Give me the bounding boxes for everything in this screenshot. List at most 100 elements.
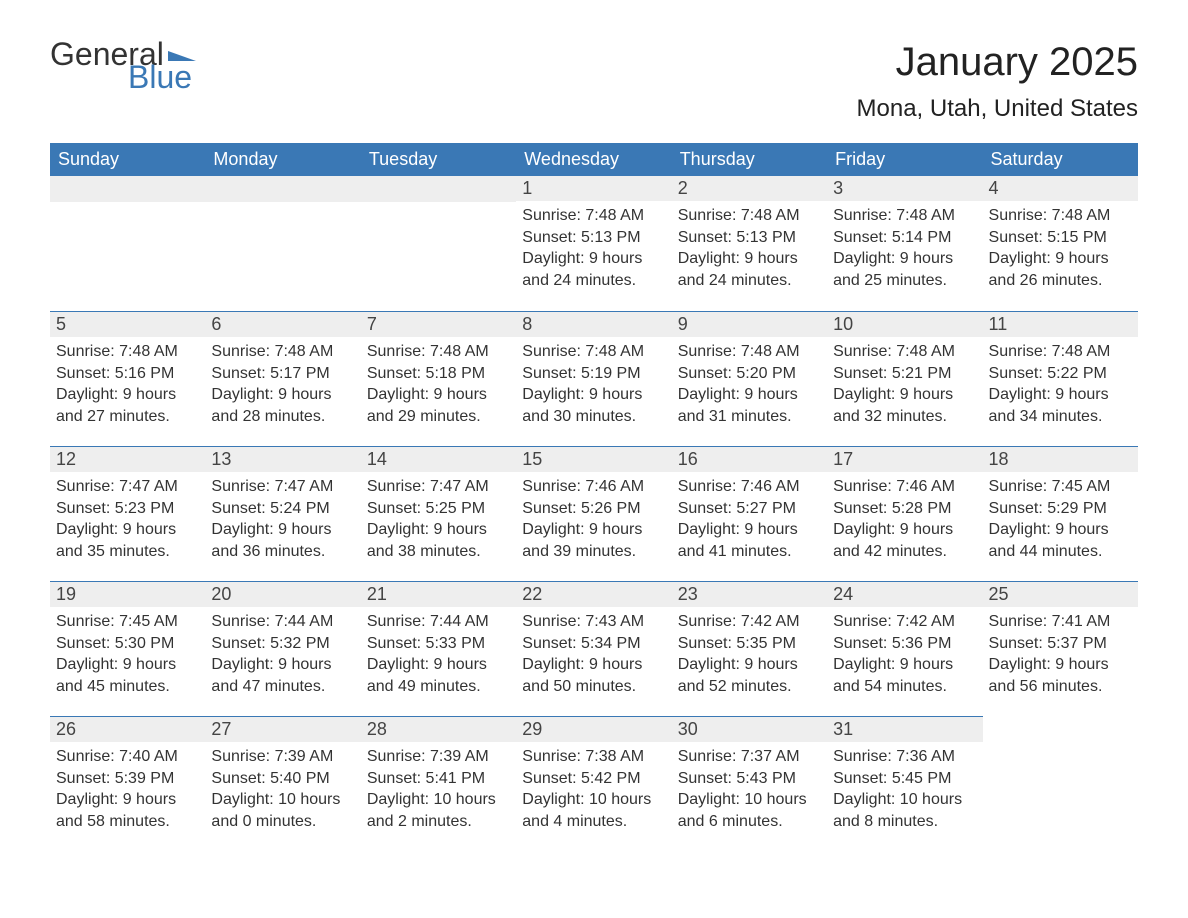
day-number: 16 [672,446,827,472]
sunset-line: Sunset: 5:26 PM [522,498,665,520]
sunrise-line: Sunrise: 7:46 AM [833,476,976,498]
sunset-line: Sunset: 5:19 PM [522,363,665,385]
day-cell: 19Sunrise: 7:45 AMSunset: 5:30 PMDayligh… [50,581,205,716]
sunrise-line: Sunrise: 7:48 AM [678,341,821,363]
week-row: 26Sunrise: 7:40 AMSunset: 5:39 PMDayligh… [50,716,1138,851]
weekday-header: Saturday [983,143,1138,176]
daylight-line: Daylight: 9 hours and 24 minutes. [522,248,665,291]
day-number: 31 [827,716,982,742]
day-details: Sunrise: 7:39 AMSunset: 5:41 PMDaylight:… [361,742,516,840]
day-cell: 25Sunrise: 7:41 AMSunset: 5:37 PMDayligh… [983,581,1138,716]
day-cell: 3Sunrise: 7:48 AMSunset: 5:14 PMDaylight… [827,176,982,311]
day-cell: 9Sunrise: 7:48 AMSunset: 5:20 PMDaylight… [672,311,827,446]
sunrise-line: Sunrise: 7:45 AM [989,476,1132,498]
day-cell: 22Sunrise: 7:43 AMSunset: 5:34 PMDayligh… [516,581,671,716]
day-details: Sunrise: 7:48 AMSunset: 5:16 PMDaylight:… [50,337,205,435]
sunset-line: Sunset: 5:27 PM [678,498,821,520]
day-number: 30 [672,716,827,742]
sunset-line: Sunset: 5:14 PM [833,227,976,249]
daylight-line: Daylight: 9 hours and 52 minutes. [678,654,821,697]
daylight-line: Daylight: 9 hours and 39 minutes. [522,519,665,562]
sunset-line: Sunset: 5:32 PM [211,633,354,655]
day-number: 5 [50,311,205,337]
day-number: 26 [50,716,205,742]
daylight-line: Daylight: 9 hours and 30 minutes. [522,384,665,427]
sunset-line: Sunset: 5:28 PM [833,498,976,520]
sunrise-line: Sunrise: 7:40 AM [56,746,199,768]
daylight-line: Daylight: 9 hours and 35 minutes. [56,519,199,562]
daylight-line: Daylight: 9 hours and 44 minutes. [989,519,1132,562]
weekday-header: Wednesday [516,143,671,176]
location-subtitle: Mona, Utah, United States [857,95,1138,123]
day-details: Sunrise: 7:40 AMSunset: 5:39 PMDaylight:… [50,742,205,840]
daylight-line: Daylight: 9 hours and 50 minutes. [522,654,665,697]
sunrise-line: Sunrise: 7:37 AM [678,746,821,768]
day-number: 27 [205,716,360,742]
sunrise-line: Sunrise: 7:36 AM [833,746,976,768]
day-details: Sunrise: 7:48 AMSunset: 5:20 PMDaylight:… [672,337,827,435]
day-cell: 16Sunrise: 7:46 AMSunset: 5:27 PMDayligh… [672,446,827,581]
sunrise-line: Sunrise: 7:48 AM [522,205,665,227]
day-details: Sunrise: 7:39 AMSunset: 5:40 PMDaylight:… [205,742,360,840]
sunrise-line: Sunrise: 7:42 AM [678,611,821,633]
sunset-line: Sunset: 5:34 PM [522,633,665,655]
day-details: Sunrise: 7:48 AMSunset: 5:22 PMDaylight:… [983,337,1138,435]
day-number: 8 [516,311,671,337]
day-cell: 12Sunrise: 7:47 AMSunset: 5:23 PMDayligh… [50,446,205,581]
sunset-line: Sunset: 5:20 PM [678,363,821,385]
sunrise-line: Sunrise: 7:47 AM [211,476,354,498]
day-number: 14 [361,446,516,472]
logo: General Blue [50,40,200,92]
sunrise-line: Sunrise: 7:38 AM [522,746,665,768]
day-number: 18 [983,446,1138,472]
day-cell: 27Sunrise: 7:39 AMSunset: 5:40 PMDayligh… [205,716,360,851]
sunset-line: Sunset: 5:23 PM [56,498,199,520]
header: General Blue January 2025 Mona, Utah, Un… [50,40,1138,135]
calendar-table: Sunday Monday Tuesday Wednesday Thursday… [50,143,1138,851]
sunset-line: Sunset: 5:24 PM [211,498,354,520]
day-number: 11 [983,311,1138,337]
week-row: 19Sunrise: 7:45 AMSunset: 5:30 PMDayligh… [50,581,1138,716]
sunset-line: Sunset: 5:43 PM [678,768,821,790]
daylight-line: Daylight: 9 hours and 45 minutes. [56,654,199,697]
day-cell: 14Sunrise: 7:47 AMSunset: 5:25 PMDayligh… [361,446,516,581]
day-details: Sunrise: 7:48 AMSunset: 5:21 PMDaylight:… [827,337,982,435]
sunset-line: Sunset: 5:15 PM [989,227,1132,249]
day-cell [361,176,516,311]
sunset-line: Sunset: 5:16 PM [56,363,199,385]
logo-text-blue: Blue [128,63,192,92]
empty-day-header [361,176,516,202]
day-details: Sunrise: 7:38 AMSunset: 5:42 PMDaylight:… [516,742,671,840]
sunset-line: Sunset: 5:29 PM [989,498,1132,520]
daylight-line: Daylight: 9 hours and 29 minutes. [367,384,510,427]
day-number: 1 [516,176,671,201]
day-number: 3 [827,176,982,201]
day-details: Sunrise: 7:46 AMSunset: 5:26 PMDaylight:… [516,472,671,570]
day-cell: 11Sunrise: 7:48 AMSunset: 5:22 PMDayligh… [983,311,1138,446]
day-number: 29 [516,716,671,742]
day-cell: 31Sunrise: 7:36 AMSunset: 5:45 PMDayligh… [827,716,982,851]
day-details: Sunrise: 7:46 AMSunset: 5:28 PMDaylight:… [827,472,982,570]
daylight-line: Daylight: 9 hours and 28 minutes. [211,384,354,427]
title-block: January 2025 Mona, Utah, United States [857,40,1138,135]
day-details: Sunrise: 7:45 AMSunset: 5:30 PMDaylight:… [50,607,205,705]
weekday-header: Friday [827,143,982,176]
sunrise-line: Sunrise: 7:48 AM [56,341,199,363]
daylight-line: Daylight: 9 hours and 42 minutes. [833,519,976,562]
daylight-line: Daylight: 9 hours and 31 minutes. [678,384,821,427]
daylight-line: Daylight: 9 hours and 25 minutes. [833,248,976,291]
day-number: 21 [361,581,516,607]
day-cell: 20Sunrise: 7:44 AMSunset: 5:32 PMDayligh… [205,581,360,716]
sunset-line: Sunset: 5:40 PM [211,768,354,790]
day-cell: 15Sunrise: 7:46 AMSunset: 5:26 PMDayligh… [516,446,671,581]
sunset-line: Sunset: 5:37 PM [989,633,1132,655]
day-details: Sunrise: 7:37 AMSunset: 5:43 PMDaylight:… [672,742,827,840]
day-cell: 23Sunrise: 7:42 AMSunset: 5:35 PMDayligh… [672,581,827,716]
sunrise-line: Sunrise: 7:48 AM [989,205,1132,227]
day-cell [983,716,1138,851]
day-cell: 26Sunrise: 7:40 AMSunset: 5:39 PMDayligh… [50,716,205,851]
day-cell [205,176,360,311]
week-row: 1Sunrise: 7:48 AMSunset: 5:13 PMDaylight… [50,176,1138,311]
sunrise-line: Sunrise: 7:43 AM [522,611,665,633]
day-cell: 7Sunrise: 7:48 AMSunset: 5:18 PMDaylight… [361,311,516,446]
